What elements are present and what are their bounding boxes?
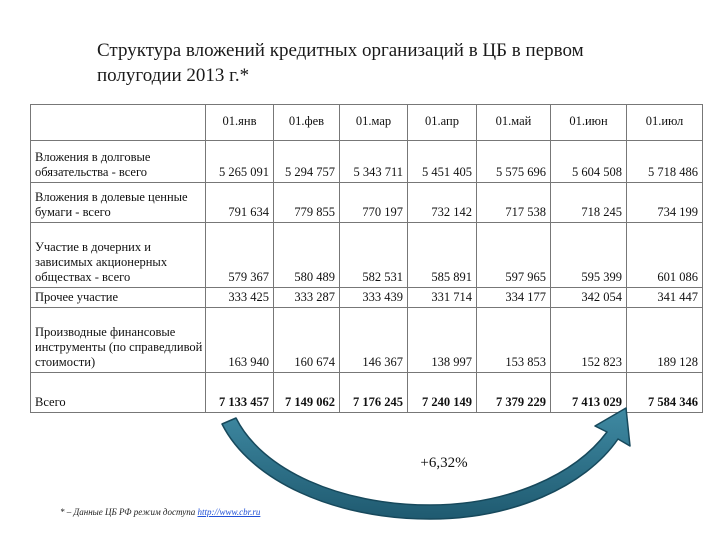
table-row: Производные финансовые инструменты (по с… [30, 307, 703, 373]
table-cell: 189 128 [626, 307, 703, 373]
table-cell: 146 367 [339, 307, 408, 373]
table-cell: 585 891 [407, 222, 477, 288]
table-cell: 7 176 245 [339, 372, 408, 413]
table-cell: 7 584 346 [626, 372, 703, 413]
table-cell: 579 367 [205, 222, 274, 288]
table-cell: 333 287 [273, 287, 340, 308]
column-header: 01.июн [550, 104, 627, 141]
table-cell: 770 197 [339, 182, 408, 223]
row-label: Всего [30, 372, 206, 413]
column-header: 01.май [476, 104, 551, 141]
table-cell: 342 054 [550, 287, 627, 308]
row-label: Вложения в долевые ценные бумаги - всего [30, 182, 206, 223]
table-row: Вложения в долговые обязательства - всег… [30, 140, 703, 183]
table-cell: 734 199 [626, 182, 703, 223]
table-cell: 7 379 229 [476, 372, 551, 413]
column-header: 01.мар [339, 104, 408, 141]
table-cell: 163 940 [205, 307, 274, 373]
table-cell: 160 674 [273, 307, 340, 373]
table-cell: 7 240 149 [407, 372, 477, 413]
column-header: 01.янв [205, 104, 274, 141]
data-table: 01.янв 01.фев 01.мар 01.апр 01.май 01.ию… [30, 104, 703, 413]
table-cell: 7 133 457 [205, 372, 274, 413]
table-cell: 334 177 [476, 287, 551, 308]
header-corner [30, 104, 206, 141]
table-row: Вложения в долевые ценные бумаги - всего… [30, 182, 703, 223]
table-cell: 333 425 [205, 287, 274, 308]
row-label: Производные финансовые инструменты (по с… [30, 307, 206, 373]
table-cell: 7 413 029 [550, 372, 627, 413]
column-header: 01.апр [407, 104, 477, 141]
column-header: 01.июл [626, 104, 703, 141]
column-header: 01.фев [273, 104, 340, 141]
table-cell: 595 399 [550, 222, 627, 288]
table-cell: 5 451 405 [407, 140, 477, 183]
table-cell: 732 142 [407, 182, 477, 223]
row-label: Прочее участие [30, 287, 206, 308]
table-cell: 153 853 [476, 307, 551, 373]
table-cell: 331 714 [407, 287, 477, 308]
row-label: Вложения в долговые обязательства - всег… [30, 140, 206, 183]
table-cell: 791 634 [205, 182, 274, 223]
table-cell: 333 439 [339, 287, 408, 308]
table-cell: 341 447 [626, 287, 703, 308]
header-row: 01.янв 01.фев 01.мар 01.апр 01.май 01.ию… [30, 104, 703, 141]
footnote-text: * – Данные ЦБ РФ режим доступа [60, 507, 196, 517]
table-cell: 5 265 091 [205, 140, 274, 183]
table-cell: 5 604 508 [550, 140, 627, 183]
growth-label: +6,32% [420, 455, 468, 471]
row-label: Участие в дочерних и зависимых акционерн… [30, 222, 206, 288]
table-cell: 601 086 [626, 222, 703, 288]
table-cell: 5 343 711 [339, 140, 408, 183]
table-row-total: Всего 7 133 457 7 149 062 7 176 245 7 24… [30, 372, 703, 413]
table-cell: 138 997 [407, 307, 477, 373]
footnote: * – Данные ЦБ РФ режим доступа http://ww… [60, 507, 260, 517]
table-cell: 580 489 [273, 222, 340, 288]
table-row: Прочее участие 333 425 333 287 333 439 3… [30, 287, 703, 308]
table-cell: 718 245 [550, 182, 627, 223]
table-cell: 5 294 757 [273, 140, 340, 183]
table-cell: 152 823 [550, 307, 627, 373]
table-cell: 597 965 [476, 222, 551, 288]
table-cell: 5 575 696 [476, 140, 551, 183]
table-cell: 717 538 [476, 182, 551, 223]
page-title: Структура вложений кредитных организаций… [97, 40, 584, 86]
table-row: Участие в дочерних и зависимых акционерн… [30, 222, 703, 288]
table-cell: 5 718 486 [626, 140, 703, 183]
table-cell: 779 855 [273, 182, 340, 223]
table-cell: 7 149 062 [273, 372, 340, 413]
table-cell: 582 531 [339, 222, 408, 288]
source-link[interactable]: http://www.cbr.ru [197, 507, 261, 517]
